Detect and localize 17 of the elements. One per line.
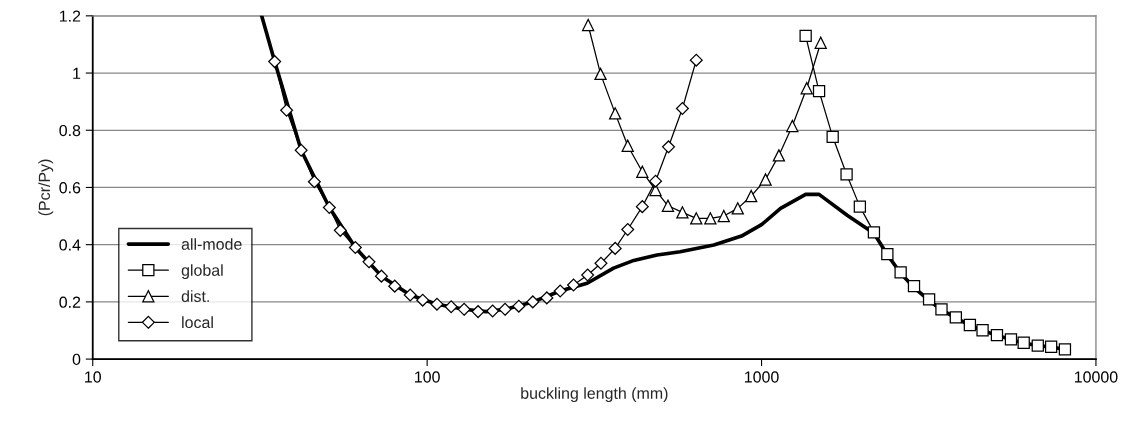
x-axis-title: buckling length (mm) bbox=[521, 387, 668, 403]
y-tick-label: 0.4 bbox=[59, 239, 81, 251]
y-tick-label: 0.2 bbox=[59, 296, 81, 308]
x-tick-label: 1000 bbox=[744, 371, 779, 383]
y-axis-title: (Pcr/Py) bbox=[38, 159, 54, 216]
y-tick-label: 1.2 bbox=[59, 10, 81, 22]
legend-label: global bbox=[181, 264, 223, 280]
y-tick-label: 0.8 bbox=[59, 124, 81, 137]
x-tick-label: 100 bbox=[415, 371, 440, 383]
y-tick-label: 0.6 bbox=[59, 182, 81, 194]
legend-label: local bbox=[182, 316, 213, 329]
y-tick-label: 1 bbox=[73, 67, 81, 79]
x-tick-label: 10 bbox=[85, 371, 101, 383]
y-tick-label: 0 bbox=[72, 353, 81, 366]
legend-label: all-mode bbox=[181, 238, 242, 250]
x-tick-label: 10000 bbox=[1074, 371, 1118, 383]
legend-label: dist. bbox=[181, 290, 209, 302]
